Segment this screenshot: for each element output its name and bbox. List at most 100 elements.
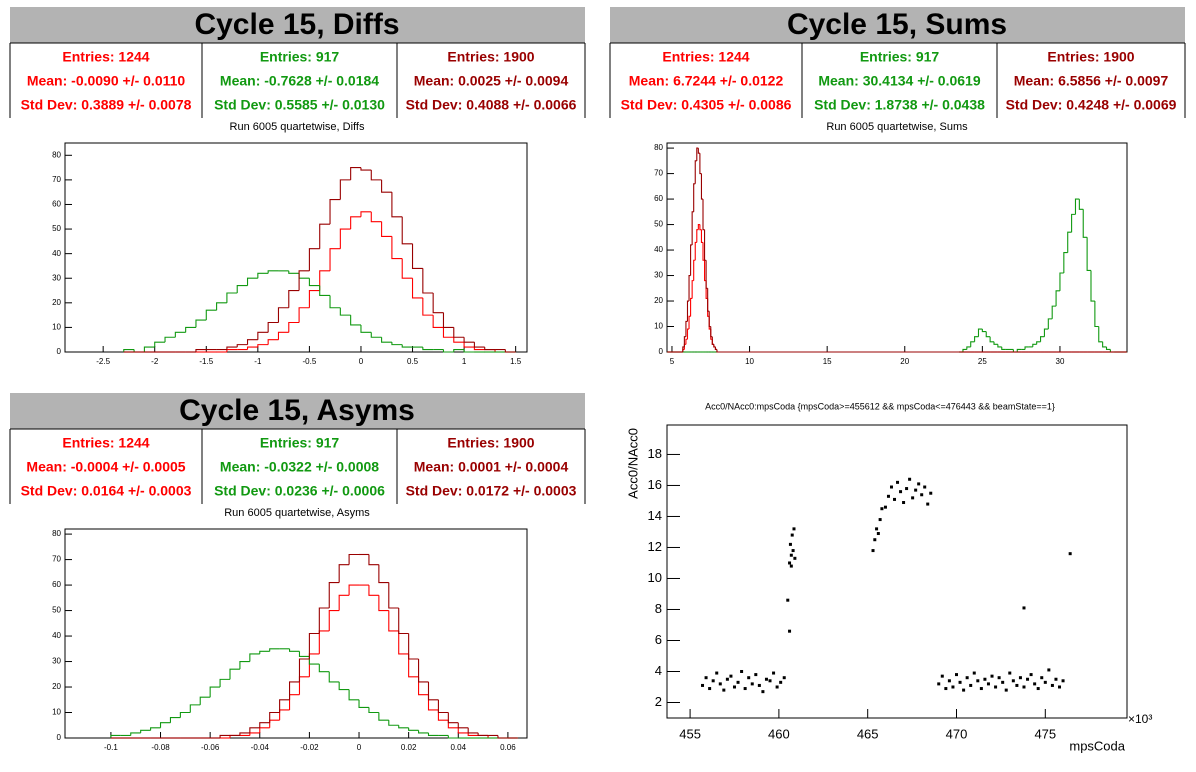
point (704, 676, 708, 680)
point (764, 677, 768, 681)
stats-text: Entries: 1900 (447, 435, 534, 451)
point (747, 676, 751, 680)
point (786, 598, 790, 602)
y-tick-label: 10 (52, 708, 61, 717)
point (715, 671, 719, 675)
y-tick-label: 40 (654, 245, 663, 254)
histogram-bin (690, 244, 693, 276)
histogram-bin (453, 337, 465, 343)
point (791, 549, 795, 553)
histogram-bin (338, 594, 350, 611)
histogram-bin (150, 727, 161, 731)
histogram-bin (246, 346, 258, 350)
histogram-bin (484, 347, 496, 351)
point (708, 687, 712, 691)
stats-text: Mean: 6.7244 +/- 0.0122 (629, 73, 784, 89)
histogram-bin (985, 331, 991, 338)
y-tick-label: 60 (52, 580, 61, 589)
x-tick-label: 470 (946, 726, 968, 741)
histogram-bin (997, 344, 1002, 348)
histogram-bin (1071, 213, 1076, 233)
point (1008, 671, 1012, 675)
histogram-bin (1086, 237, 1091, 271)
x-tick-label: -0.02 (300, 743, 319, 752)
stats-text: Mean: -0.0004 +/- 0.0005 (26, 459, 185, 475)
histogram-bin (246, 339, 258, 345)
point (965, 676, 969, 680)
point (792, 527, 796, 531)
plot-frame (666, 424, 1128, 719)
point (775, 685, 779, 689)
histogram-bin (319, 223, 331, 249)
y-tick-label: 40 (52, 249, 61, 258)
histogram-bin (1016, 348, 1022, 352)
histogram-bin (685, 338, 688, 345)
stats-text: Mean: -0.0322 +/- 0.0008 (220, 459, 379, 475)
histogram-bin (993, 341, 998, 345)
histogram-bin (288, 681, 300, 700)
histogram-bin (1078, 199, 1084, 210)
point (875, 527, 879, 531)
x-tick-label: -0.08 (151, 743, 170, 752)
histogram-bin (427, 681, 439, 701)
histogram-bin (288, 289, 300, 308)
y-tick-label: 2 (655, 694, 662, 709)
histogram-bin (159, 722, 171, 728)
point (1040, 676, 1044, 680)
histogram-bin (401, 216, 413, 245)
point (920, 493, 924, 497)
point (743, 687, 747, 691)
histogram-bin (308, 653, 320, 677)
title-bar (10, 7, 585, 43)
histogram-bin (350, 167, 361, 180)
histogram-bin (246, 277, 258, 286)
point (1011, 679, 1015, 683)
x-tick-label: -2 (151, 357, 159, 366)
histogram-bin (1098, 326, 1103, 343)
histogram-bin (370, 170, 382, 181)
point (1058, 685, 1062, 689)
x-tick-label: 20 (900, 357, 909, 366)
histogram-bin (463, 349, 475, 353)
histogram-bin (418, 658, 429, 683)
histogram-bin (422, 347, 434, 351)
point (990, 674, 994, 678)
point (871, 549, 875, 553)
histogram-bin (329, 295, 341, 309)
panel-title: Cycle 15, Diffs (194, 8, 399, 41)
stats-text: Entries: 917 (260, 435, 340, 451)
histogram-bin (473, 342, 485, 348)
point (761, 690, 765, 694)
histogram-bin (216, 302, 227, 311)
plot-frame (64, 142, 528, 353)
histogram-bin (473, 347, 485, 351)
histogram-bin (989, 336, 994, 343)
title-bar (610, 7, 1185, 43)
histogram-bin (348, 584, 360, 596)
y-tick-label: 10 (648, 570, 662, 585)
point (722, 688, 726, 692)
stats-text: Entries: 1244 (62, 49, 149, 65)
point (1022, 606, 1026, 610)
point (954, 673, 958, 677)
histogram-bin (691, 280, 694, 299)
y-tick-label: 0 (57, 733, 62, 742)
point (994, 685, 998, 689)
point (750, 682, 754, 686)
point (893, 497, 897, 501)
histogram-bin (1047, 318, 1053, 330)
histogram-bin (1102, 341, 1107, 348)
histogram-bin (713, 344, 716, 348)
y-tick-label: 12 (648, 539, 662, 554)
point (997, 676, 1001, 680)
histogram-bin (368, 585, 379, 596)
y-tick-label: 70 (654, 169, 663, 178)
histogram-bin (388, 720, 399, 726)
histogram-bin (1032, 343, 1037, 347)
y-tick-label: 80 (654, 143, 663, 152)
histogram-bin (453, 327, 465, 338)
point (976, 679, 980, 683)
plot-frame (64, 528, 528, 739)
histogram-bin (1051, 305, 1057, 319)
point (926, 502, 930, 506)
